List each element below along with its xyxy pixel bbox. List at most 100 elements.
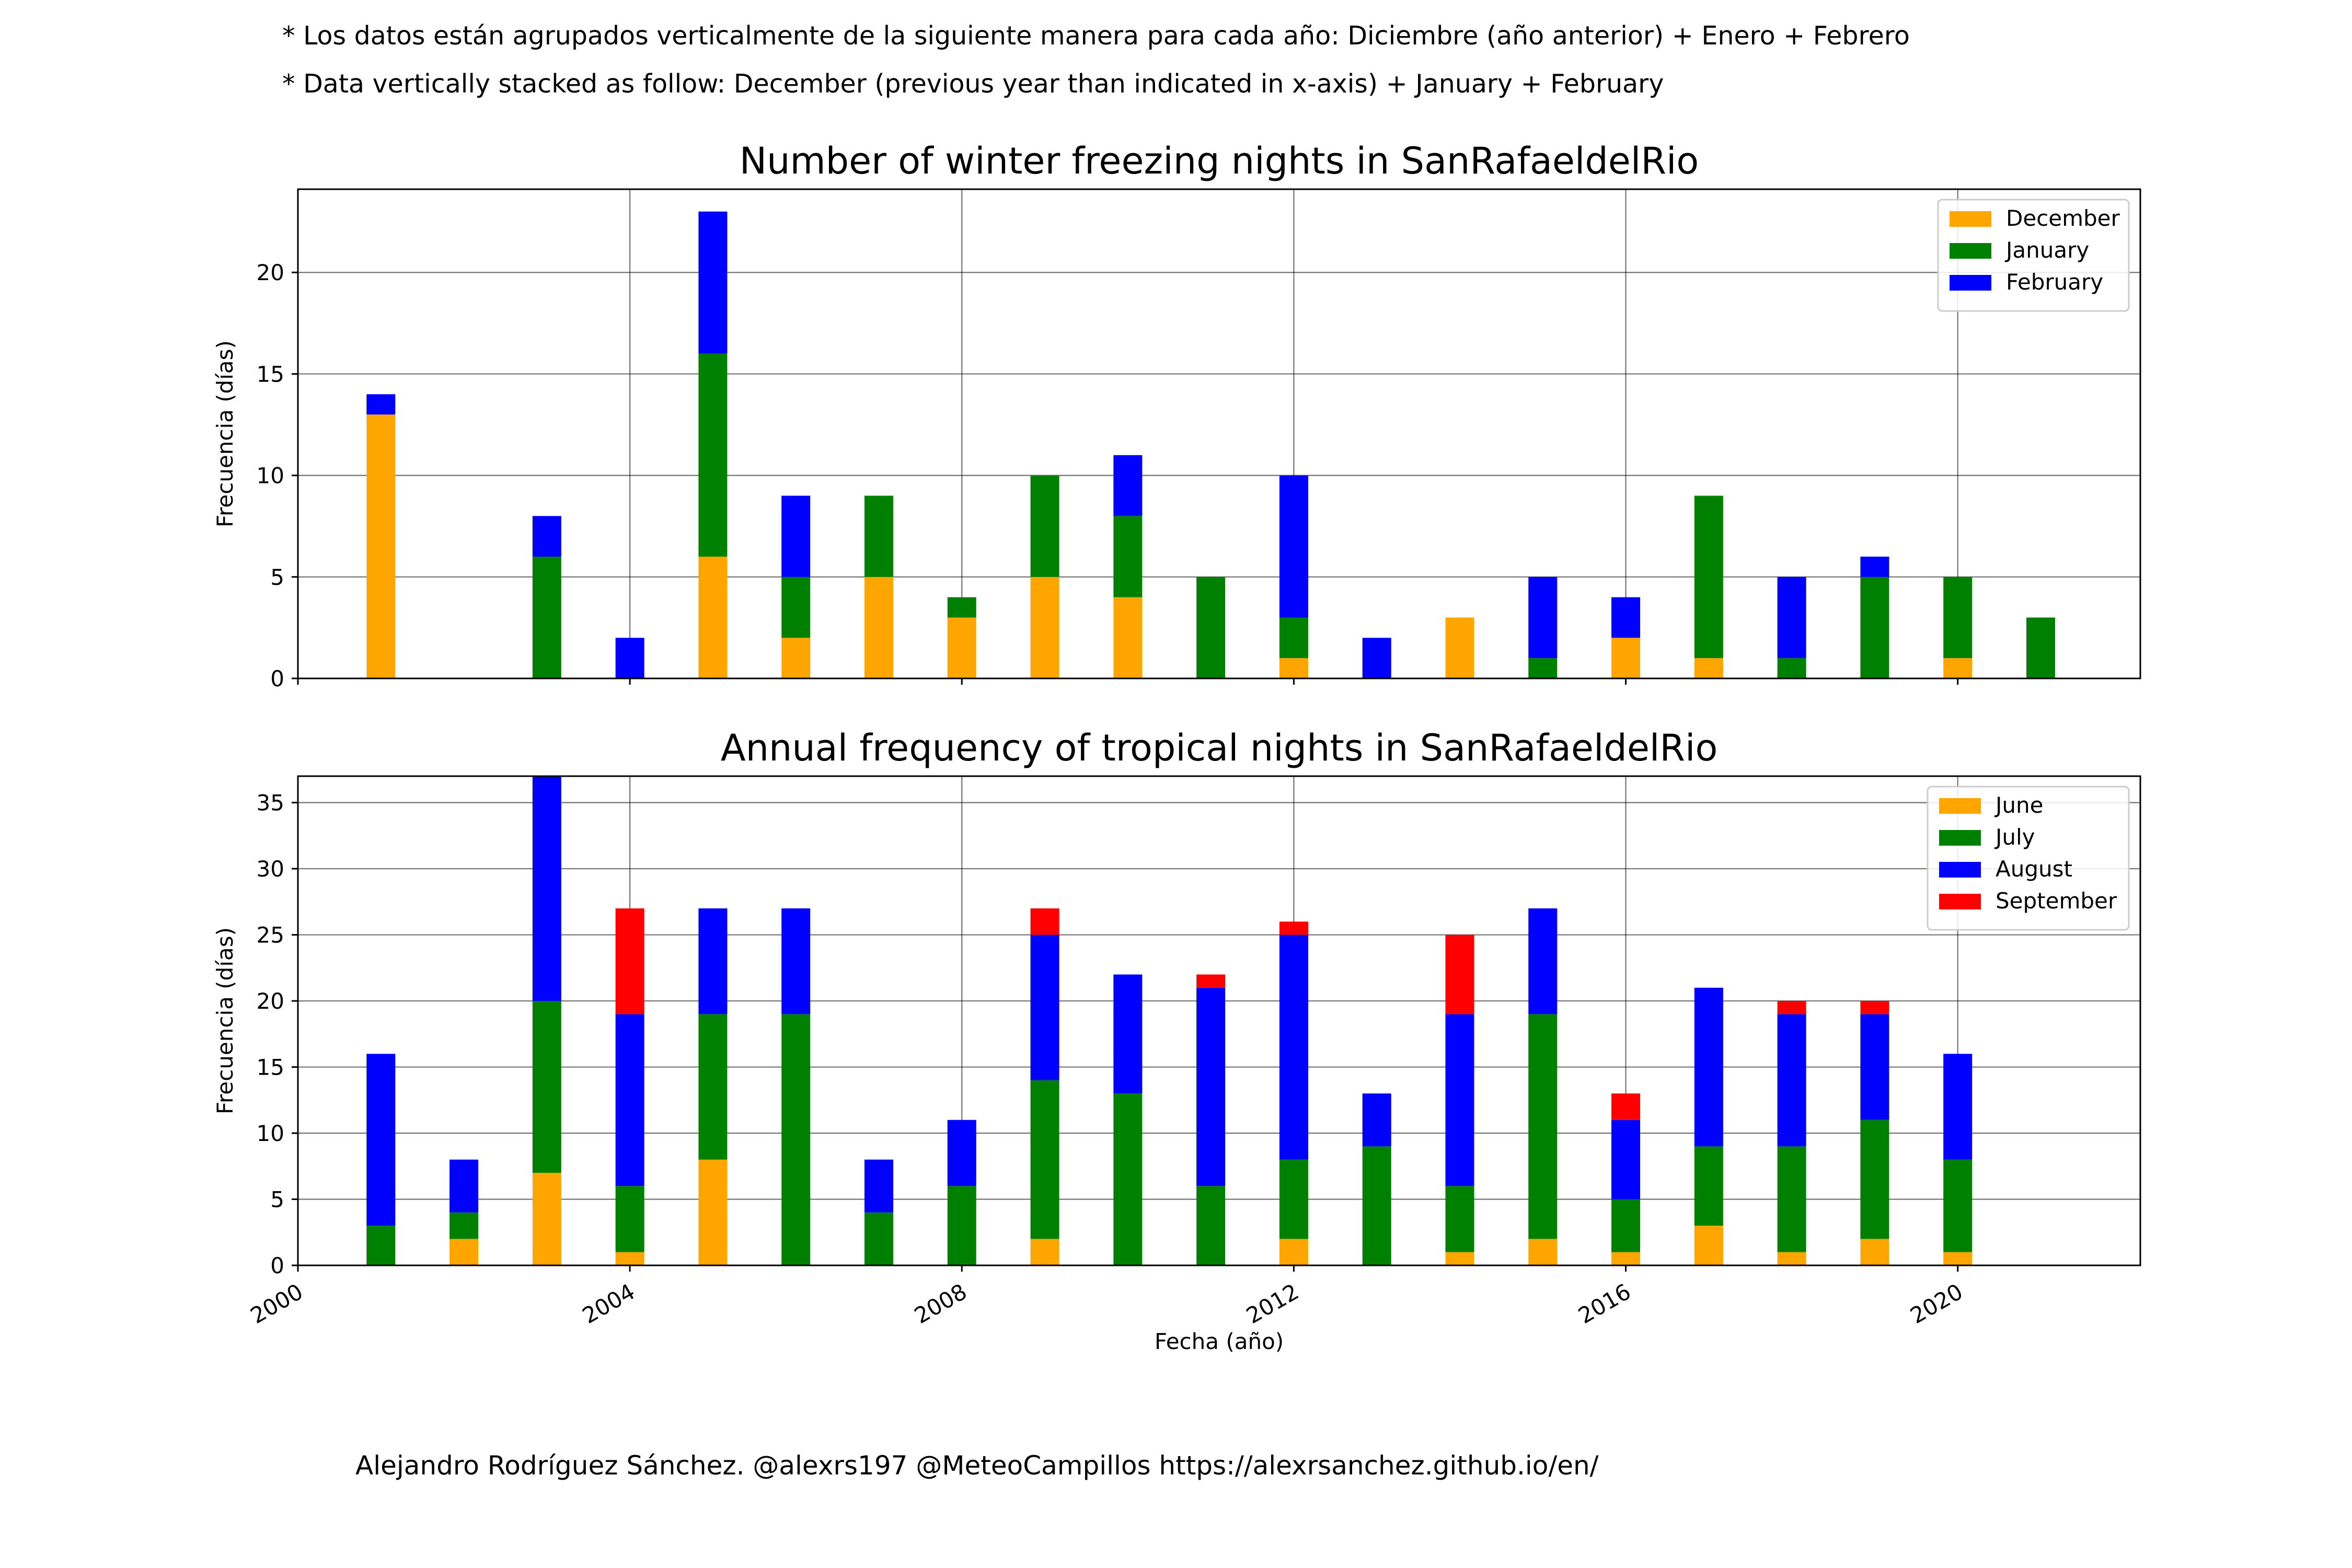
y-tick-label: 35 bbox=[257, 790, 284, 816]
bar-june bbox=[1611, 1252, 1641, 1265]
bar-september bbox=[1445, 935, 1474, 1014]
y-tick-label: 0 bbox=[270, 1253, 284, 1278]
bar-december bbox=[1113, 597, 1143, 678]
x-axis-label: Fecha (año) bbox=[1155, 1329, 1284, 1354]
bar-august bbox=[781, 908, 811, 1014]
bar-july bbox=[615, 1186, 644, 1252]
bar-june bbox=[1030, 1239, 1059, 1265]
bar-january bbox=[1113, 516, 1143, 597]
bar-june bbox=[1279, 1239, 1308, 1265]
legend-swatch-february bbox=[1950, 275, 1991, 291]
legend-label-july: July bbox=[1994, 824, 2035, 850]
bar-august bbox=[864, 1159, 893, 1213]
bar-june bbox=[1445, 1252, 1474, 1265]
bar-january bbox=[1694, 495, 1723, 659]
bar-july bbox=[1611, 1199, 1641, 1252]
legend-swatch-june bbox=[1939, 798, 1981, 814]
bar-june bbox=[1694, 1226, 1723, 1265]
bar-february bbox=[1860, 556, 1889, 577]
bar-january bbox=[698, 353, 728, 557]
legend-swatch-january bbox=[1950, 243, 1991, 259]
bar-february bbox=[615, 638, 644, 678]
y-tick-label: 25 bbox=[257, 923, 284, 948]
y-tick-label: 5 bbox=[270, 1187, 284, 1213]
chart-title: Number of winter freezing nights in SanR… bbox=[740, 140, 1699, 182]
bar-january bbox=[2026, 617, 2055, 678]
bar-july bbox=[366, 1226, 396, 1265]
bar-august bbox=[1030, 935, 1059, 1080]
bar-august bbox=[947, 1120, 976, 1186]
bar-july bbox=[532, 1001, 561, 1173]
y-tick-label: 0 bbox=[270, 666, 284, 691]
bar-july bbox=[698, 1014, 728, 1160]
bar-december bbox=[781, 638, 811, 678]
x-tick-label: 2008 bbox=[910, 1278, 971, 1329]
plot-frame bbox=[297, 775, 2141, 1266]
bar-december bbox=[864, 577, 893, 678]
bar-june bbox=[449, 1239, 479, 1265]
freezing-nights-chart: Number of winter freezing nights in SanR… bbox=[212, 140, 2141, 691]
bar-july bbox=[1362, 1146, 1391, 1265]
bar-january bbox=[532, 556, 561, 678]
bar-september bbox=[1611, 1093, 1641, 1120]
bar-january bbox=[947, 597, 976, 618]
bar-december bbox=[1030, 577, 1059, 678]
x-tick-label: 2004 bbox=[578, 1278, 639, 1329]
bar-june bbox=[1943, 1252, 1973, 1265]
bar-june bbox=[1777, 1252, 1806, 1265]
bar-february bbox=[532, 516, 561, 557]
bar-august bbox=[532, 776, 561, 1001]
english-note: * Data vertically stacked as follow: Dec… bbox=[282, 69, 1664, 99]
y-tick-label: 30 bbox=[257, 856, 284, 882]
bar-august bbox=[1362, 1093, 1391, 1147]
bar-july bbox=[1694, 1146, 1723, 1226]
bar-december bbox=[947, 617, 976, 678]
y-tick-label: 10 bbox=[257, 463, 284, 489]
bar-july bbox=[1196, 1186, 1226, 1265]
bar-december bbox=[1611, 638, 1641, 678]
bar-august bbox=[449, 1159, 479, 1213]
bar-august bbox=[1196, 987, 1226, 1186]
bar-july bbox=[947, 1186, 976, 1265]
bar-september bbox=[1279, 921, 1308, 935]
bar-july bbox=[864, 1212, 893, 1265]
bar-august bbox=[1445, 1014, 1474, 1186]
bar-august bbox=[1694, 987, 1723, 1147]
bar-june bbox=[698, 1159, 728, 1265]
y-tick-label: 10 bbox=[257, 1121, 284, 1146]
tropical-nights-chart: Annual frequency of tropical nights in S… bbox=[212, 727, 2141, 1354]
bar-february bbox=[366, 394, 396, 415]
x-tick-label: 2020 bbox=[1906, 1278, 1967, 1329]
bar-june bbox=[1528, 1239, 1558, 1265]
credit-line: Alejandro Rodríguez Sánchez. @alexrs197 … bbox=[355, 1450, 1599, 1481]
x-tick-label: 2000 bbox=[246, 1278, 307, 1329]
bar-january bbox=[864, 495, 893, 577]
bar-september bbox=[1196, 974, 1226, 988]
x-tick-label: 2016 bbox=[1574, 1278, 1635, 1329]
bar-february bbox=[1528, 577, 1558, 659]
bar-february bbox=[1362, 638, 1391, 678]
legend-swatch-july bbox=[1939, 830, 1981, 846]
legend-label-january: January bbox=[2004, 237, 2089, 263]
bar-august bbox=[1860, 1014, 1889, 1120]
bar-august bbox=[366, 1054, 396, 1226]
bar-january bbox=[1196, 577, 1226, 678]
bar-january bbox=[1030, 475, 1059, 577]
bar-august bbox=[1777, 1014, 1806, 1147]
bar-august bbox=[698, 908, 728, 1014]
bar-june bbox=[532, 1172, 561, 1265]
legend-label-september: September bbox=[1996, 888, 2117, 914]
bar-february bbox=[698, 211, 728, 354]
bar-january bbox=[1279, 617, 1308, 659]
legend-label-february: February bbox=[2006, 269, 2103, 295]
plot-frame bbox=[297, 188, 2141, 679]
bar-february bbox=[1279, 475, 1308, 618]
bar-july bbox=[1860, 1120, 1889, 1239]
bar-january bbox=[1777, 658, 1806, 678]
chart-title: Annual frequency of tropical nights in S… bbox=[721, 727, 1718, 769]
bar-july bbox=[1777, 1146, 1806, 1252]
bar-january bbox=[781, 577, 811, 638]
bar-august bbox=[1943, 1054, 1973, 1160]
bar-august bbox=[1279, 935, 1308, 1160]
